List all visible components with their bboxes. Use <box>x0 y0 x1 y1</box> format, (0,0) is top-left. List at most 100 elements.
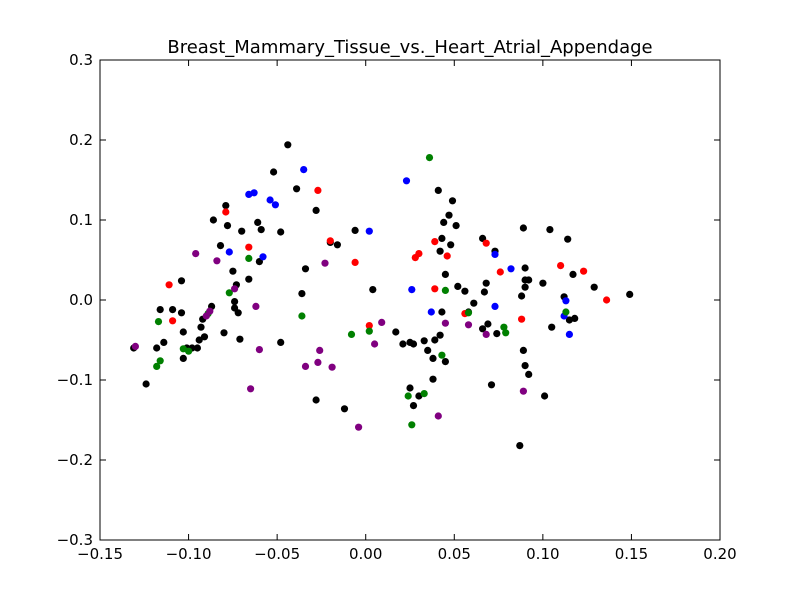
scatter-point <box>254 218 262 226</box>
scatter-point <box>347 330 356 338</box>
scatter-point <box>195 336 203 344</box>
scatter-point <box>250 189 258 197</box>
scatter-point <box>441 286 449 294</box>
scatter-point <box>328 363 336 371</box>
scatter-point <box>626 290 634 298</box>
scatter-point <box>247 385 255 393</box>
scatter-point <box>193 344 201 352</box>
scatter-point <box>153 344 161 352</box>
x-tick-label: 0.00 <box>349 545 382 563</box>
scatter-point <box>365 322 373 330</box>
scatter-point <box>252 302 260 310</box>
scatter-point <box>314 186 322 194</box>
scatter-point <box>521 283 529 291</box>
scatter-point <box>142 380 150 388</box>
scatter-point <box>225 248 233 256</box>
scatter-point <box>301 362 310 370</box>
scatter-point <box>220 329 228 337</box>
scatter-point <box>482 279 490 287</box>
scatter-point <box>326 237 334 245</box>
scatter-point <box>424 346 432 354</box>
scatter-point <box>206 307 214 315</box>
y-tick-label: 0.2 <box>69 131 93 149</box>
scatter-point <box>429 375 437 383</box>
x-tick-label: −0.10 <box>166 545 212 563</box>
scatter-point <box>484 320 492 328</box>
scatter-point <box>420 390 428 398</box>
scatter-point <box>277 338 285 346</box>
scatter-point <box>525 276 533 284</box>
scatter-point <box>521 362 529 370</box>
scatter-point <box>438 351 446 359</box>
scatter-point <box>216 242 225 250</box>
scatter-point <box>507 265 515 273</box>
scatter-point <box>312 206 320 214</box>
scatter-point <box>179 354 187 362</box>
scatter-point <box>270 168 278 176</box>
scatter-point <box>434 186 442 194</box>
scatter-point <box>298 290 306 298</box>
y-tick-label: 0.3 <box>69 51 93 69</box>
scatter-point <box>447 241 455 249</box>
scatter-point <box>470 299 478 307</box>
scatter-point <box>266 196 274 204</box>
chart-title: Breast_Mammary_Tissue_vs._Heart_Atrial_A… <box>167 37 652 58</box>
scatter-point <box>438 234 446 242</box>
scatter-point <box>518 292 526 300</box>
scatter-point <box>169 306 177 314</box>
y-tick-label: −0.1 <box>57 371 93 389</box>
scatter-point <box>429 354 437 362</box>
x-tick-label: 0.10 <box>526 545 559 563</box>
ticks-layer: −0.15 −0.10 −0.05 0.00 0.05 0.10 0.15 0.20 −0.3 −… <box>57 51 737 563</box>
scatter-point <box>259 253 267 261</box>
scatter-point <box>179 328 187 336</box>
scatter-point <box>200 333 209 341</box>
scatter-point <box>420 337 428 345</box>
scatter-point <box>541 392 549 400</box>
scatter-point <box>408 286 416 294</box>
scatter-point <box>409 340 418 348</box>
scatter-point <box>562 308 570 316</box>
scatter-point <box>571 314 579 322</box>
scatter-point <box>548 323 556 331</box>
scatter-point <box>580 267 588 275</box>
scatter-point <box>464 321 473 329</box>
scatter-point <box>562 297 570 305</box>
scatter-point <box>209 216 217 224</box>
scatter-point <box>464 309 473 317</box>
scatter-point <box>491 302 499 310</box>
scatter-point <box>298 312 306 320</box>
scatter-point <box>156 357 164 365</box>
scatter-point <box>565 330 574 338</box>
scatter-point <box>351 226 359 234</box>
scatter-point <box>436 247 444 255</box>
scatter-point <box>525 370 533 378</box>
scatter-point <box>519 346 528 354</box>
scatter-point <box>493 330 501 338</box>
scatter-point <box>277 228 285 236</box>
scatter-point <box>491 250 499 258</box>
scatter-point <box>445 211 453 219</box>
scatter-point <box>441 358 449 366</box>
scatter-point <box>169 317 177 325</box>
scatter-point <box>392 328 400 336</box>
scatter-point <box>154 318 163 326</box>
scatter-point <box>431 336 439 344</box>
scatter-point <box>427 308 435 316</box>
scatter-point <box>365 227 373 235</box>
scatter-point <box>404 392 412 400</box>
scatter-point <box>231 285 239 293</box>
scatter-point <box>257 226 265 234</box>
scatter-point <box>355 423 363 431</box>
scatter-point <box>245 243 253 251</box>
scatter-point <box>271 201 279 209</box>
scatter-point <box>482 330 490 338</box>
scatter-point <box>516 442 524 450</box>
scatter-point <box>431 238 439 246</box>
scatter-point <box>234 309 242 317</box>
scatter-point <box>351 258 359 266</box>
scatter-point <box>197 323 205 331</box>
plot-frame <box>99 59 721 541</box>
scatter-point <box>487 381 496 389</box>
